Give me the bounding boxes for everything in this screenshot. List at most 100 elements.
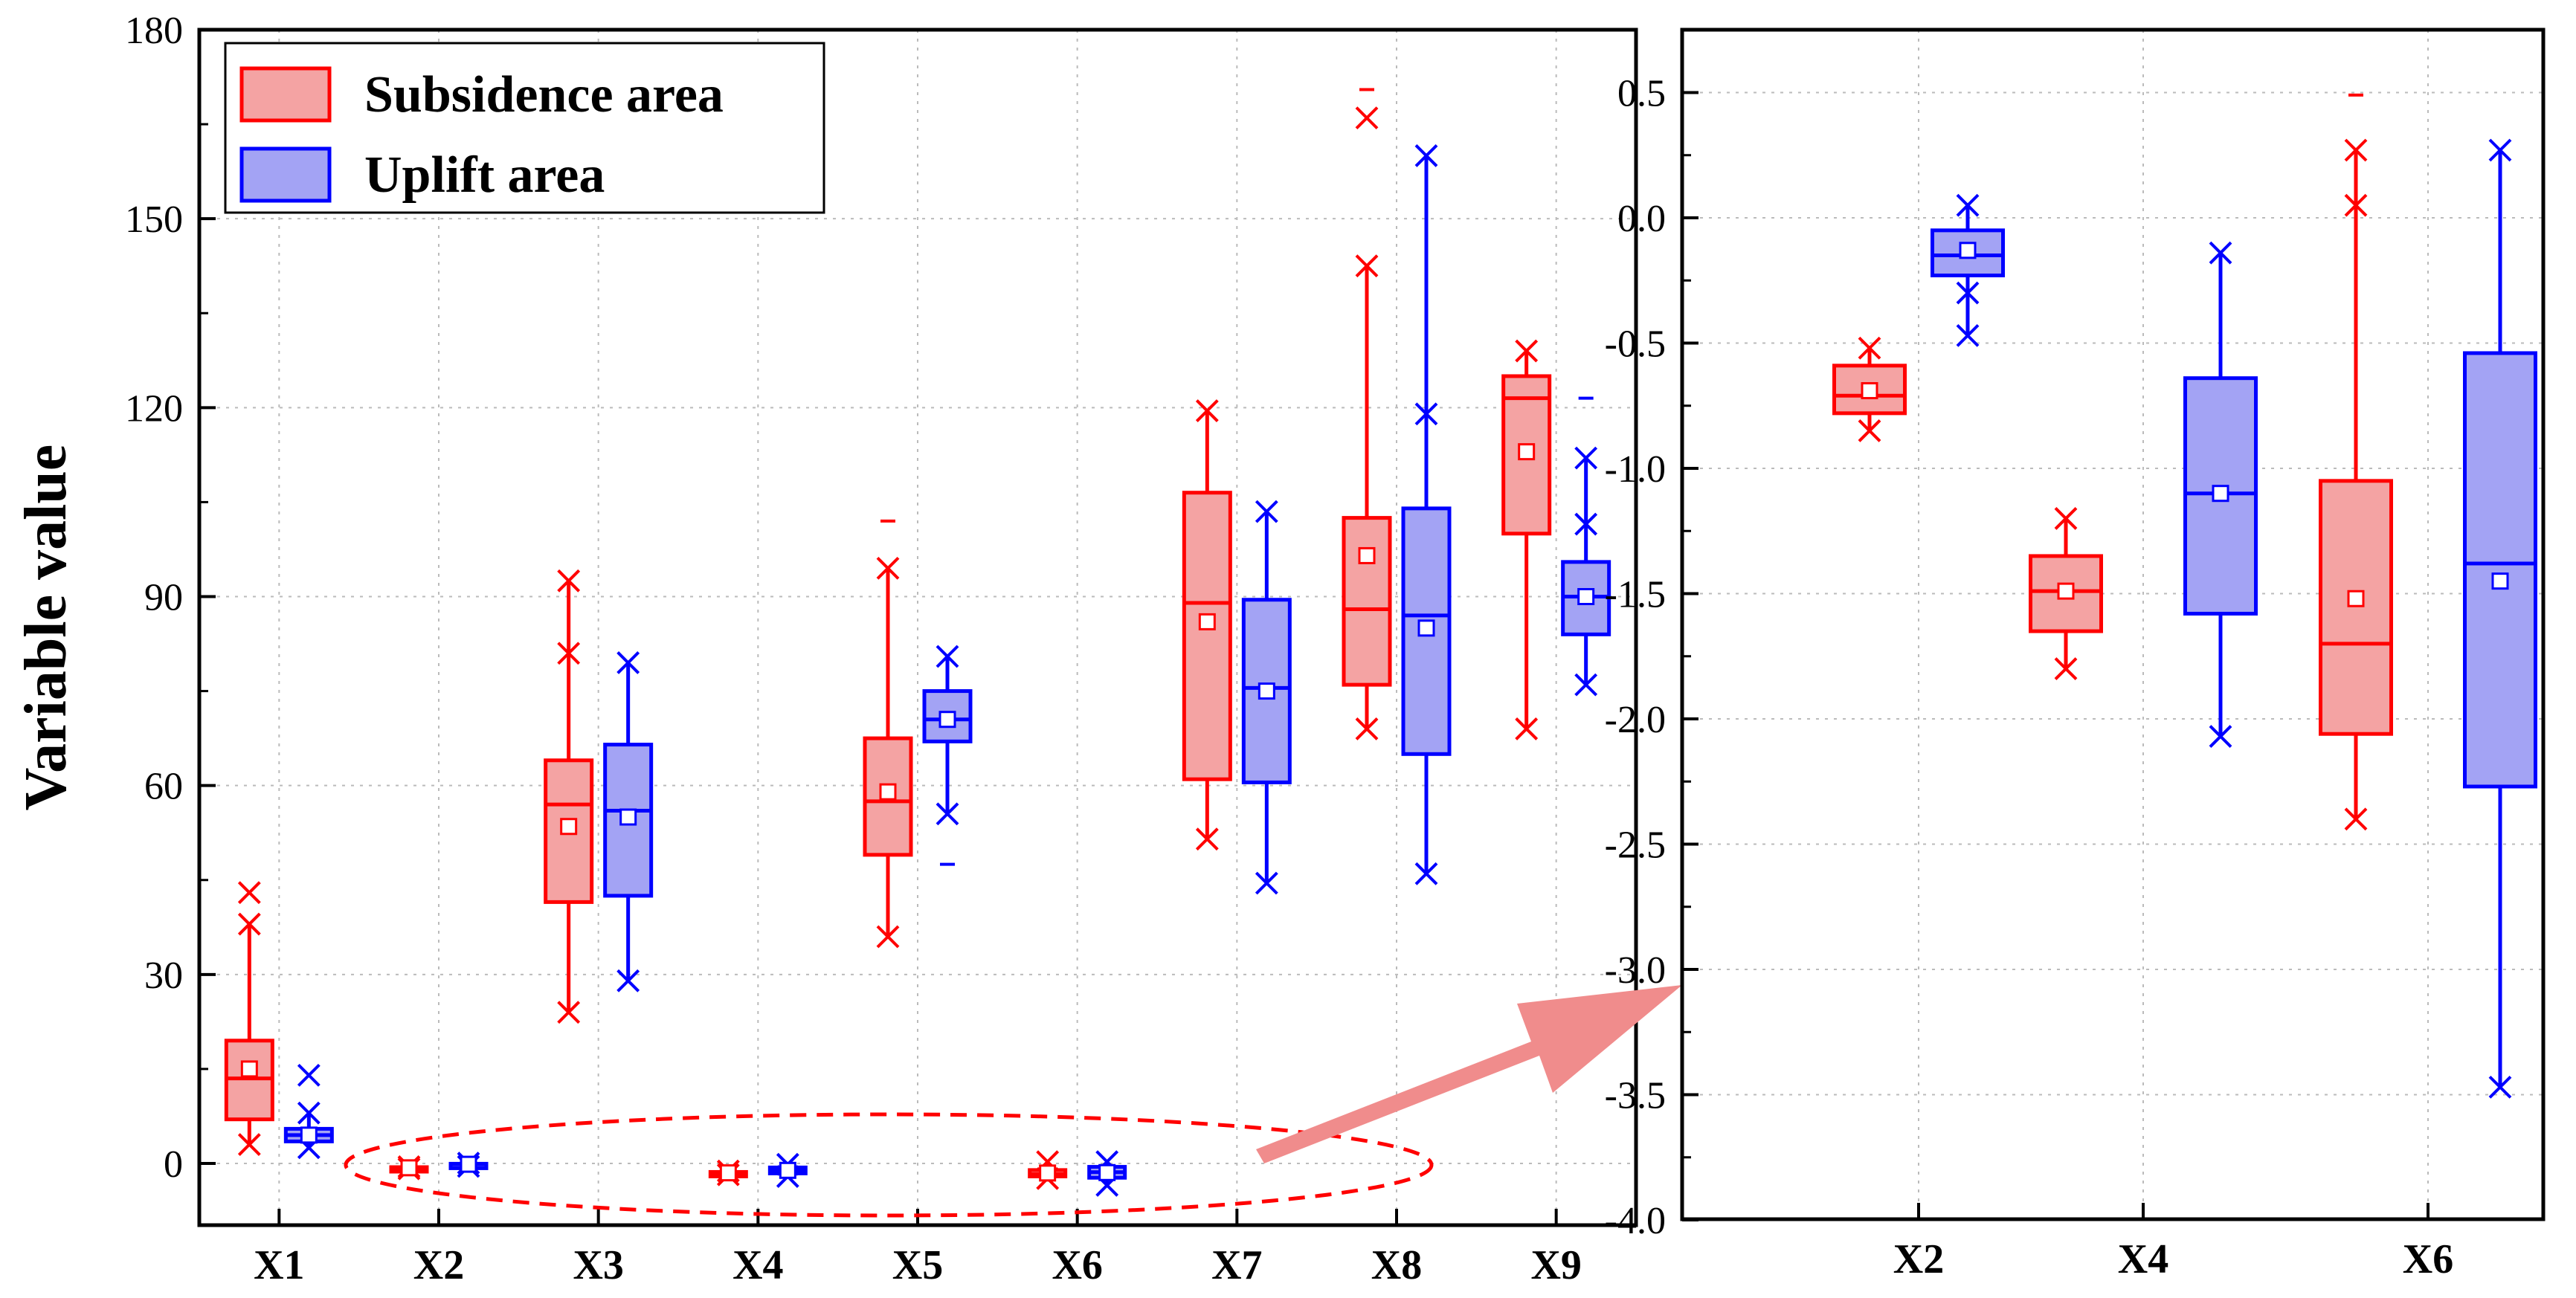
zoom-box-uplift-x6-min-cap — [2488, 1075, 2512, 1099]
main-box-subsidence-x1-outlier-x-0-b — [237, 881, 261, 905]
zoom-x-categories: X2 X4 X6 — [1893, 1236, 2453, 1282]
main-box-subsidence-x3-min-cap — [557, 1001, 581, 1024]
main-box-subsidence-x9-mean — [1518, 443, 1536, 461]
legend-label-uplift: Uplift area — [364, 146, 605, 204]
main-box-uplift-x2 — [448, 1152, 489, 1178]
zoom-ytick-label: 0.0 — [1617, 198, 1666, 240]
zoom-x-category-label: X6 — [2403, 1236, 2453, 1282]
main-ytick-label: 180 — [125, 10, 183, 52]
zoom-box-subsidence-x2 — [1832, 336, 1907, 442]
main-x-category-label: X4 — [732, 1242, 783, 1288]
main-box-uplift-x3-max-cap-b — [616, 651, 640, 674]
main-box-subsidence-x1-max-cap — [237, 912, 261, 936]
main-box-uplift-x5 — [922, 645, 973, 866]
main-box-subsidence-x5-min-cap-b — [876, 925, 900, 949]
main-box-subsidence-x4-mean — [719, 1164, 737, 1182]
main-chart-panel: 0 30 60 90 120 150 180 X1 X2 X3 X4 X5 X6 X7 X8 X9 Vari… — [13, 10, 1682, 1288]
main-box-uplift-x7-max-cap — [1255, 500, 1278, 523]
main-box-uplift-x9-min-cap-b — [1574, 673, 1598, 697]
main-box-subsidence-x6 — [1028, 1150, 1068, 1190]
zoom-plot-frame — [1680, 28, 2546, 1221]
main-box-subsidence-x7-max-cap — [1195, 399, 1219, 422]
main-box-uplift-x1-max-cap-b — [297, 1101, 321, 1125]
main-box-uplift-x9-outlier-x-0 — [1574, 512, 1598, 536]
main-box-uplift-x6-mean — [1098, 1163, 1116, 1181]
main-box-subsidence-x1-min-cap-b — [237, 1133, 261, 1156]
main-box-subsidence-x8-min-cap — [1355, 717, 1379, 740]
zoom-box-subsidence-x2-min-cap-b — [1858, 419, 1881, 442]
main-box-uplift-x1-mean — [300, 1126, 318, 1144]
main-box-subsidence-x9-min-cap — [1515, 717, 1539, 740]
zoom-ytick-label: -4.0 — [1605, 1200, 1666, 1242]
zoom-box-subsidence-x6-max-cap — [2344, 138, 2368, 162]
zoom-box-subsidence-x6-min-cap-b — [2344, 807, 2368, 831]
zoom-box-subsidence-x2-mean — [1861, 382, 1878, 400]
main-ytick-label: 150 — [125, 198, 183, 241]
main-box-uplift-x3-iqr — [603, 743, 654, 898]
main-box-subsidence-x8-max-cap-b — [1355, 254, 1379, 278]
zoom-box-subsidence-x4 — [2029, 506, 2103, 681]
main-box-uplift-x9-max-cap — [1574, 446, 1598, 470]
main-box-uplift-x7-min-cap — [1255, 871, 1278, 895]
main-box-uplift-x7-max-cap-b — [1255, 500, 1278, 523]
zoom-box-subsidence-x4-min-cap-b — [2054, 657, 2078, 681]
zoom-box-uplift-x6-mean — [2491, 572, 2509, 590]
main-box-uplift-x9-max-cap-b — [1574, 446, 1598, 470]
main-box-subsidence-x8-mean — [1358, 546, 1376, 564]
zoom-ytick-label: 0.5 — [1617, 73, 1666, 115]
zoom-box-uplift-x6-max-cap-b — [2488, 138, 2512, 162]
zoom-ytick-label: -3.0 — [1605, 949, 1666, 992]
main-box-subsidence-x8-outlier-x-0-b — [1355, 106, 1379, 130]
main-x-category-label: X3 — [573, 1242, 623, 1288]
zoom-box-subsidence-x6-max-cap-b — [2344, 138, 2368, 162]
main-box-uplift-x8-outlier-x-0-b — [1414, 402, 1438, 426]
zoom-box-subsidence-x6-outlier-x-0-b — [2344, 193, 2368, 217]
main-box-uplift-x5-min-cap-b — [936, 802, 959, 826]
legend-label-subsidence: Subsidence area — [364, 66, 724, 123]
zoom-x-category-label: X4 — [2118, 1236, 2168, 1282]
main-box-uplift-x5-mean — [938, 711, 956, 729]
main-y-ticks: 0 30 60 90 120 150 180 — [125, 10, 1558, 1225]
main-x-category-label: X1 — [254, 1242, 304, 1288]
main-box-subsidence-x3-max-cap-b — [557, 569, 581, 593]
zoom-box-uplift-x2-outlier-x-0-b — [1956, 281, 1980, 305]
main-box-uplift-x1-outlier-x-0 — [297, 1063, 321, 1087]
main-box-uplift-x7-min-cap-b — [1255, 871, 1278, 895]
zoom-ytick-label: -2.0 — [1605, 699, 1666, 741]
main-box-uplift-x8-mean — [1417, 619, 1435, 637]
main-box-subsidence-x5-min-cap — [876, 925, 900, 949]
main-box-subsidence-x9 — [1501, 339, 1552, 740]
main-box-subsidence-x3-max-cap — [557, 569, 581, 593]
main-box-uplift-x5-max-cap — [936, 645, 959, 668]
main-box-uplift-x3-mean — [619, 808, 637, 826]
legend-swatch-uplift — [239, 146, 332, 203]
main-box-subsidence-x3-outlier-x-0 — [557, 642, 581, 665]
zoom-box-uplift-x2-outlier-x-0 — [1956, 281, 1980, 305]
zoom-box-uplift-x6-min-cap-b — [2488, 1075, 2512, 1099]
zoom-ytick-label: -3.5 — [1605, 1075, 1666, 1117]
main-x-category-label: X8 — [1371, 1242, 1422, 1288]
zoom-box-subsidence-x6-outlier-x-0 — [2344, 193, 2368, 217]
zoom-box-uplift-x2-min-cap-b — [1956, 323, 1980, 347]
main-box-subsidence-x5-max-cap — [876, 556, 900, 580]
main-box-subsidence-x6-mean — [1039, 1164, 1057, 1182]
main-box-subsidence-x7-min-cap-b — [1195, 827, 1219, 851]
main-box-uplift-x8-min-cap — [1414, 862, 1438, 885]
main-box-uplift-x8-max-cap — [1414, 144, 1438, 167]
main-box-subsidence-x7-min-cap — [1195, 827, 1219, 851]
main-box-subsidence-x8-iqr — [1342, 516, 1392, 687]
zoom-grid — [1682, 30, 2543, 1221]
main-box-uplift-x1-max-cap — [297, 1101, 321, 1125]
main-x-category-label: X2 — [413, 1242, 464, 1288]
main-box-uplift-x3 — [603, 651, 654, 992]
zoom-box-uplift-x2-max-cap — [1956, 193, 1980, 217]
main-box-uplift-x8 — [1401, 144, 1452, 885]
main-box-uplift-x7-mean — [1258, 682, 1275, 700]
main-box-subsidence-x5 — [863, 519, 913, 949]
legend-swatch-subsidence — [239, 66, 332, 123]
zoom-box-uplift-x6 — [2463, 138, 2537, 1099]
main-x-category-label: X7 — [1211, 1242, 1262, 1288]
zoom-box-uplift-x2-mean — [1959, 242, 1977, 259]
zoom-box-subsidence-x2-max-cap-b — [1858, 336, 1881, 360]
main-box-subsidence-x7-max-cap-b — [1195, 399, 1219, 422]
